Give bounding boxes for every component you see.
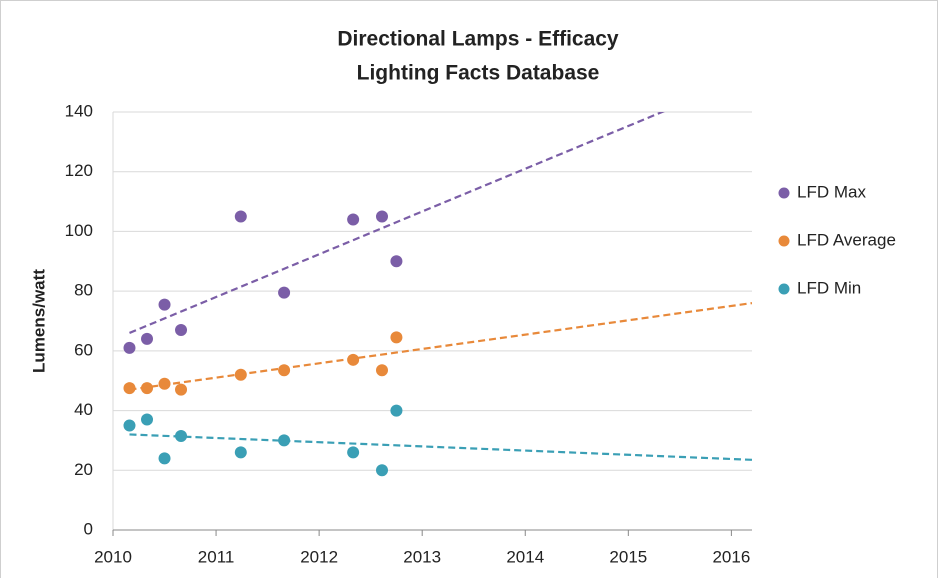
data-point [123,419,136,432]
data-point [278,364,291,377]
y-tick-label: 120 [65,161,93,180]
y-tick-label: 0 [84,519,93,538]
x-tick-label: 2016 [712,547,750,566]
legend-marker [778,283,790,295]
data-point [175,429,188,442]
data-point [123,341,136,354]
data-point [375,210,388,223]
data-point [390,255,403,268]
y-tick-label: 20 [74,460,93,479]
data-point [141,332,154,345]
y-tick-label: 100 [65,221,93,240]
data-point [375,364,388,377]
data-point [234,210,247,223]
data-point [141,413,154,426]
data-point [141,382,154,395]
x-tick-label: 2010 [94,547,132,566]
data-point [175,383,188,396]
data-point [158,377,171,390]
plot-area [129,112,752,461]
data-point [390,331,403,344]
data-point [175,323,188,336]
data-point [390,404,403,417]
legend-label: LFD Average [797,230,896,249]
data-point [123,382,136,395]
data-point [278,434,291,447]
y-tick-label: 40 [74,400,93,419]
y-tick-label: 140 [65,101,93,120]
data-point [347,213,360,226]
data-point [234,368,247,381]
y-tick-label: 60 [74,340,93,359]
data-point [158,298,171,311]
chart-title: Lighting Facts Database [357,62,600,85]
data-point [347,446,360,459]
y-axis-label: Lumens/watt [29,269,48,373]
trendline [129,112,665,334]
chart-title: Directional Lamps - Efficacy [337,28,619,51]
legend-marker [778,235,790,247]
y-tick-label: 80 [74,281,93,300]
data-point [234,446,247,459]
data-point [347,353,360,366]
data-point [375,464,388,477]
data-point [158,452,171,465]
x-tick-label: 2014 [506,547,544,566]
legend-label: LFD Max [797,182,866,201]
x-tick-label: 2011 [198,547,235,566]
x-tick-label: 2012 [300,547,338,566]
x-tick-label: 2015 [609,547,647,566]
trendline [129,433,752,461]
legend-label: LFD Min [797,278,861,297]
trendline [129,301,752,391]
data-point [278,286,291,299]
legend-marker [778,187,790,199]
x-tick-label: 2013 [403,547,441,566]
